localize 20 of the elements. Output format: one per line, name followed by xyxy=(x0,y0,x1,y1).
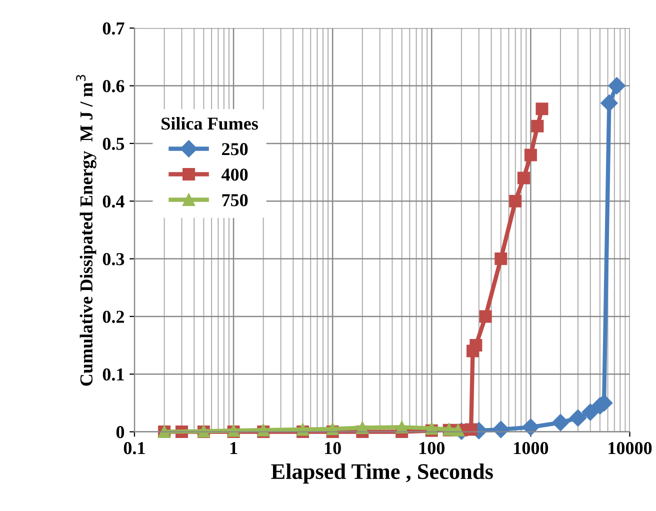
x-tick-label: 10000 xyxy=(608,442,652,454)
y-tick-label: 0.6 xyxy=(102,80,124,92)
y-axis-title: Cumulative Dissipated Energy M J / m$^{3}$ xyxy=(76,74,96,386)
x-tick-label: 10 xyxy=(325,442,341,454)
legend-label: 250 xyxy=(222,143,248,156)
y-tick-label: 0.1 xyxy=(102,368,124,381)
y-tick-label: 0 xyxy=(116,426,124,438)
x-tick-label: 0.1 xyxy=(124,442,145,454)
legend-title: Silica Fumes xyxy=(162,117,258,130)
legend-label: 400 xyxy=(222,168,248,181)
y-tick-label: 0.3 xyxy=(102,253,124,266)
y-tick-label: 0.2 xyxy=(102,310,124,323)
x-tick-label: 100 xyxy=(420,442,444,454)
x-axis-title: Elapsed Time , Seconds xyxy=(271,463,493,484)
x-tick-label: 1 xyxy=(230,442,238,454)
y-tick-label: 0.7 xyxy=(102,22,124,35)
y-tick-label: 0.5 xyxy=(102,138,124,150)
legend-label: 750 xyxy=(222,194,248,206)
x-tick-label: 1000 xyxy=(514,442,548,454)
y-tick-label: 0.4 xyxy=(102,195,124,208)
